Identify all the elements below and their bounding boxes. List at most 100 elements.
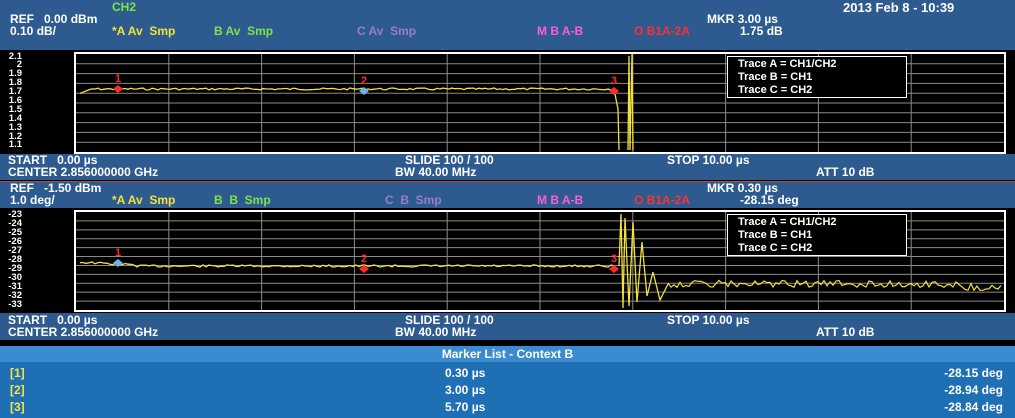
marker-value: -28.94 deg	[944, 383, 1003, 397]
legend-trace-b: Trace B = CH1	[738, 71, 813, 83]
marker-2	[359, 87, 369, 95]
y-tick: -31	[8, 281, 22, 292]
trace-a-label[interactable]: *A Av Smp	[112, 193, 176, 207]
marker-position: 0.30 µs	[445, 366, 486, 380]
y-tick: 1.7	[8, 86, 22, 97]
marker-index: [2]	[10, 383, 25, 397]
marker-1	[113, 85, 123, 93]
marker-value: -28.15 deg	[740, 193, 799, 207]
trace-a-noise	[667, 279, 1002, 292]
legend-trace-c: Trace C = CH2	[738, 242, 813, 254]
y-tick: 1.3	[8, 122, 22, 133]
stop-label: STOP 10.00 µs	[667, 153, 750, 167]
trace-c-label[interactable]: C Av Smp	[357, 24, 417, 38]
legend-trace-a: Trace A = CH1/CH2	[738, 58, 837, 70]
y-tick: 1.2	[8, 131, 22, 142]
y-tick: -28	[8, 254, 22, 265]
y-tick: 2.1	[8, 51, 22, 62]
y-tick: -24	[8, 218, 22, 229]
math-label[interactable]: M B A-B	[537, 24, 584, 38]
marker-3	[609, 87, 619, 95]
y-tick: -26	[8, 236, 22, 247]
bottom-y-axis: -23 -24 -25 -26 -27 -28 -29 -30 -31 -32 …	[0, 210, 74, 312]
marker-row[interactable]: [1] 0.30 µs -28.15 deg	[0, 365, 1015, 381]
marker-index: [3]	[10, 400, 25, 414]
marker-number: 1	[115, 247, 121, 259]
y-tick: -33	[8, 299, 22, 310]
trace-a-transient	[618, 213, 669, 309]
marker-list-panel: Marker List - Context B [1] 0.30 µs -28.…	[0, 346, 1015, 418]
top-pane-footer: START 0.00 µs SLIDE 100 / 100 STOP 10.00…	[0, 154, 1015, 180]
trace-a-label[interactable]: *A Av Smp	[112, 24, 176, 38]
marker-number: 2	[361, 253, 367, 265]
legend-trace-a: Trace A = CH1/CH2	[738, 216, 837, 228]
bottom-pane-footer: START 0.00 µs SLIDE 100 / 100 STOP 10.00…	[0, 313, 1015, 340]
slide-label: SLIDE 100 / 100	[405, 153, 494, 167]
math2-label[interactable]: O B1A-2A	[634, 24, 691, 38]
y-tick: -23	[8, 209, 22, 220]
stop-label: STOP 10.00 µs	[667, 313, 750, 327]
legend-trace-b: Trace B = CH1	[738, 229, 813, 241]
legend-trace-c: Trace C = CH2	[738, 84, 813, 96]
y-tick: 1.9	[8, 68, 22, 79]
marker-value: 1.75 dB	[740, 24, 783, 38]
trace-c-label[interactable]: C B Smp	[385, 193, 442, 207]
marker-1	[113, 259, 123, 267]
y-tick: 1.6	[8, 95, 22, 106]
marker-row[interactable]: [2] 3.00 µs -28.94 deg	[0, 382, 1015, 398]
y-tick: -25	[8, 227, 22, 238]
marker-position: 3.00 µs	[445, 383, 486, 397]
marker-value: -28.15 deg	[944, 366, 1003, 380]
marker-3	[609, 265, 619, 273]
top-pane-header: CH2 2013 Feb 8 - 10:39 REF 0.00 dBm MKR …	[0, 0, 1015, 50]
bw-label: BW 40.00 MHz	[395, 165, 477, 179]
bw-label: BW 40.00 MHz	[395, 325, 477, 339]
marker-readout: MKR 0.30 µs	[707, 181, 778, 195]
math2-label[interactable]: O B1A-2A	[634, 193, 691, 207]
att-label: ATT 10 dB	[816, 165, 875, 179]
y-tick: -29	[8, 263, 22, 274]
ref-level: REF -1.50 dBm	[10, 181, 102, 195]
bottom-trace-legend: Trace A = CH1/CH2 Trace B = CH1 Trace C …	[727, 214, 907, 256]
marker-row[interactable]: [3] 5.70 µs -28.84 deg	[0, 399, 1015, 415]
scale-label: 1.0 deg/	[10, 193, 55, 207]
marker-readout: MKR 3.00 µs	[707, 12, 778, 26]
y-tick: -32	[8, 290, 22, 301]
marker-index: [1]	[10, 366, 25, 380]
trace-b-label[interactable]: B B Smp	[214, 193, 271, 207]
ref-level: REF 0.00 dBm	[10, 12, 98, 26]
start-label: START 0.00 µs	[8, 153, 98, 167]
marker-number: 3	[611, 75, 617, 87]
center-label: CENTER 2.856000000 GHz	[8, 325, 159, 339]
marker-position: 5.70 µs	[445, 400, 486, 414]
slide-label: SLIDE 100 / 100	[405, 313, 494, 327]
att-label: ATT 10 dB	[816, 325, 875, 339]
y-tick: 1.8	[8, 77, 22, 88]
y-tick: 1.1	[8, 139, 22, 150]
y-tick: 1.4	[8, 113, 22, 124]
marker-2	[359, 265, 369, 273]
marker-number: 2	[361, 75, 367, 87]
y-tick: 2	[16, 59, 22, 70]
trace-a-line	[79, 87, 620, 151]
trace-a-line	[79, 261, 615, 268]
marker-number: 1	[115, 73, 121, 85]
y-tick: 1.5	[8, 104, 22, 115]
center-label: CENTER 2.856000000 GHz	[8, 165, 159, 179]
scale-label: 0.10 dB/	[10, 24, 57, 38]
top-trace-legend: Trace A = CH1/CH2 Trace B = CH1 Trace C …	[727, 56, 907, 98]
trace-b-label[interactable]: B Av Smp	[214, 24, 274, 38]
y-tick: -30	[8, 272, 22, 283]
channel-label: CH2	[112, 0, 137, 14]
top-y-axis: 2.1 2 1.9 1.8 1.7 1.6 1.5 1.4 1.3 1.2 1.…	[0, 50, 74, 150]
math-label[interactable]: M B A-B	[537, 193, 584, 207]
marker-value: -28.84 deg	[944, 400, 1003, 414]
bottom-pane-header: REF -1.50 dBm MKR 0.30 µs 1.0 deg/ *A Av…	[0, 181, 1015, 208]
datetime-label: 2013 Feb 8 - 10:39	[843, 0, 955, 15]
y-tick: -27	[8, 245, 22, 256]
start-label: START 0.00 µs	[8, 313, 98, 327]
trace-a-spike	[627, 53, 634, 151]
marker-list-title: Marker List - Context B	[0, 346, 1015, 362]
